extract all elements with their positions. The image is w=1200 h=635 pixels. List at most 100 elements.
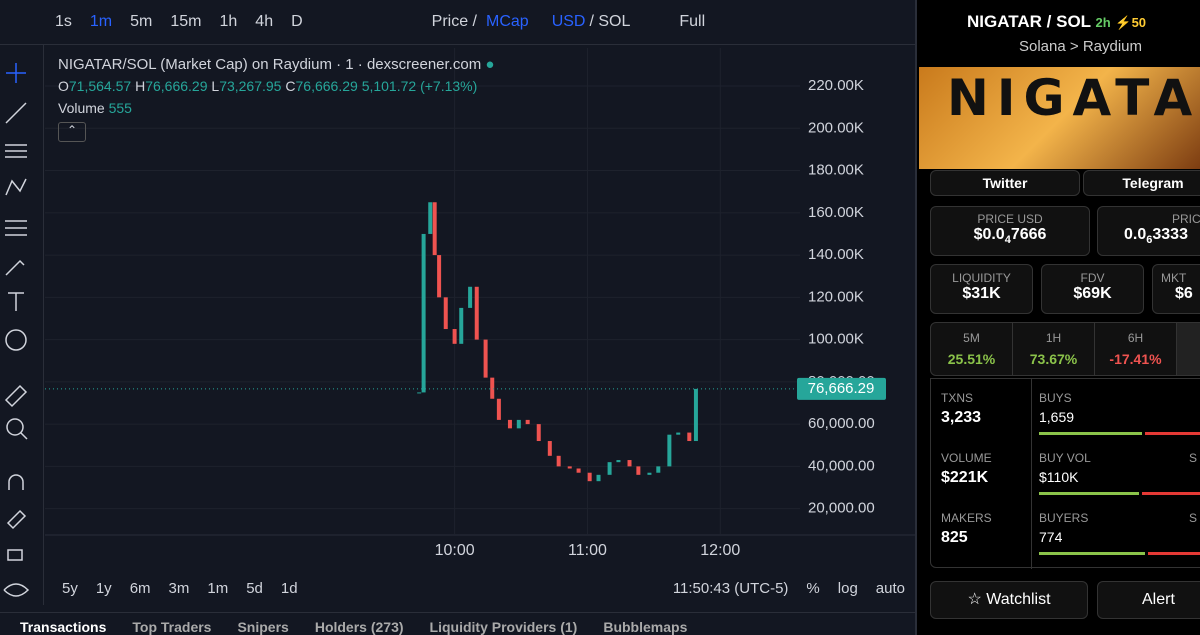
last-price-box (797, 377, 886, 400)
last-price-label: 76,666.29 (808, 380, 875, 397)
txns-label: TXNS (941, 391, 974, 405)
price-toggle[interactable]: Price / (431, 13, 477, 30)
candle (459, 307, 464, 344)
buyers-label: BUYERS (1039, 511, 1089, 525)
buys-label: BUYS (1039, 391, 1072, 405)
period-value: -1 (1177, 351, 1200, 367)
candle (693, 388, 698, 442)
candle (468, 286, 473, 308)
interval-button[interactable]: 5m (130, 13, 153, 30)
scale-option[interactable]: % (806, 579, 820, 597)
tab[interactable]: Transactions (20, 619, 107, 635)
candle (437, 255, 442, 298)
candle (516, 419, 521, 429)
alerts-button[interactable]: Alert (1097, 581, 1200, 619)
period-label: 1H (1045, 331, 1062, 345)
twitter-button[interactable]: Twitter (930, 170, 1080, 196)
high-value: 76,666.29 (145, 78, 208, 94)
change-value: 5,101.72 (+7.13%) (361, 78, 478, 94)
period-label: 6H (1127, 331, 1144, 345)
interval-button[interactable]: 1h (219, 13, 238, 30)
y-tick-label: 100.00K (808, 331, 864, 348)
y-tick-label: 140.00K (808, 246, 864, 263)
range-button[interactable]: 1y (95, 579, 112, 597)
tool-icons (3, 63, 30, 597)
tab[interactable]: Holders (273) (314, 619, 404, 635)
candle (596, 474, 601, 482)
close-value: 76,666.29 (295, 78, 358, 94)
alerts-label: Alert (1142, 591, 1175, 608)
price-sol-pre: 0.0 (1124, 226, 1147, 243)
interval-button[interactable]: 15m (170, 13, 202, 30)
range-button[interactable]: 6m (129, 579, 151, 597)
fdv-label: FDV (1080, 271, 1105, 285)
period-cell[interactable]: 6H -17.41% (1095, 323, 1177, 375)
open-value: 71,564.57 (68, 78, 132, 94)
candle (432, 202, 437, 256)
candle (687, 432, 692, 442)
fullscreen-button[interactable]: Full (679, 13, 706, 30)
makers-label: MAKERS (941, 511, 992, 525)
candle (547, 441, 552, 456)
y-tick-label: 220.00K (808, 77, 864, 94)
bottom-tabs: Transactions Top Traders Snipers Holders (2… (0, 612, 915, 635)
scale-option[interactable]: log (837, 579, 858, 597)
pair-age: 2h (1095, 15, 1111, 30)
dex: Raydium (1082, 38, 1143, 55)
interval-button[interactable]: 4h (255, 13, 274, 30)
range-button[interactable]: 3m (168, 579, 190, 597)
tab[interactable]: Liquidity Providers (1) (429, 619, 578, 635)
period-value: 73.67% (1029, 351, 1078, 367)
scale-option[interactable]: auto (875, 579, 905, 597)
y-tick-label: 120.00K (808, 288, 864, 305)
token-name: NIGATAR (967, 12, 1042, 31)
mcap-toggle[interactable]: MCap (486, 13, 529, 30)
quote-token: / SOL (1046, 12, 1091, 31)
price-usd-label: PRICE USD (977, 212, 1043, 226)
buy-vol-value: $110K (1039, 469, 1079, 485)
candle (490, 377, 495, 399)
symbol-title: NIGATAR/SOL (Market Cap) on Raydium · 1 … (58, 56, 482, 73)
interval-group: 1s 1m 5m 15m 1h 4h D (46, 13, 312, 31)
price-usd-post: 7666 (1010, 226, 1047, 243)
interval-button[interactable]: 1m (89, 13, 113, 30)
period-cell[interactable]: 5M 25.51% (931, 323, 1013, 375)
boosts: 50 (1131, 15, 1147, 30)
sol-toggle[interactable]: / SOL (589, 13, 631, 30)
range-button[interactable]: 1m (207, 579, 229, 597)
liquidity-value: $31K (962, 285, 1001, 302)
candle (676, 432, 681, 435)
price-sol-sub: 6 (1146, 234, 1153, 247)
candle (636, 466, 641, 475)
range-button[interactable]: 1d (280, 579, 298, 597)
telegram-button[interactable]: Telegram (1083, 170, 1200, 196)
mkt-value: $6 (1175, 285, 1193, 302)
tab[interactable]: Bubblemaps (603, 619, 688, 635)
x-tick-label: 10:00 (435, 542, 475, 559)
volume-label: VOLUME (941, 451, 992, 465)
watchlist-button[interactable]: ☆ Watchlist (930, 581, 1088, 619)
chart-legend: NIGATAR/SOL (Market Cap) on Raydium · 1 … (58, 56, 494, 142)
usd-toggle[interactable]: USD (551, 13, 586, 30)
interval-button[interactable]: 1s (55, 13, 72, 30)
volume-value: 555 (108, 100, 132, 116)
mkt-card: MKT $6 (1152, 264, 1200, 314)
period-cell[interactable]: -1 (1177, 323, 1200, 375)
period-cell[interactable]: 1H 73.67% (1013, 323, 1095, 375)
tab[interactable]: Top Traders (132, 619, 212, 635)
chain: Solana (1019, 38, 1066, 55)
liquidity-label: LIQUIDITY (952, 271, 1011, 285)
period-label: 5M (963, 331, 980, 345)
interval-button[interactable]: D (291, 13, 303, 30)
tab[interactable]: Snipers (237, 619, 289, 635)
collapse-button[interactable]: ⌃ (58, 122, 86, 142)
period-label (1177, 331, 1200, 347)
range-button[interactable]: 5d (246, 579, 263, 597)
range-bar: 5y 1y 6m 3m 1m 5d 1d 11:50:43 (UTC-5) % log auto (45, 570, 915, 606)
high-label: H (135, 78, 146, 94)
ohlc-row: O71,564.57 H76,666.29 L73,267.95 C76,666… (58, 78, 494, 100)
range-button[interactable]: 5y (62, 579, 78, 597)
buyers-value: 774 (1039, 529, 1063, 545)
pair-sidebar: NIGATAR / SOL 2h ⚡50 Solana > Raydium NI… (915, 0, 1200, 635)
